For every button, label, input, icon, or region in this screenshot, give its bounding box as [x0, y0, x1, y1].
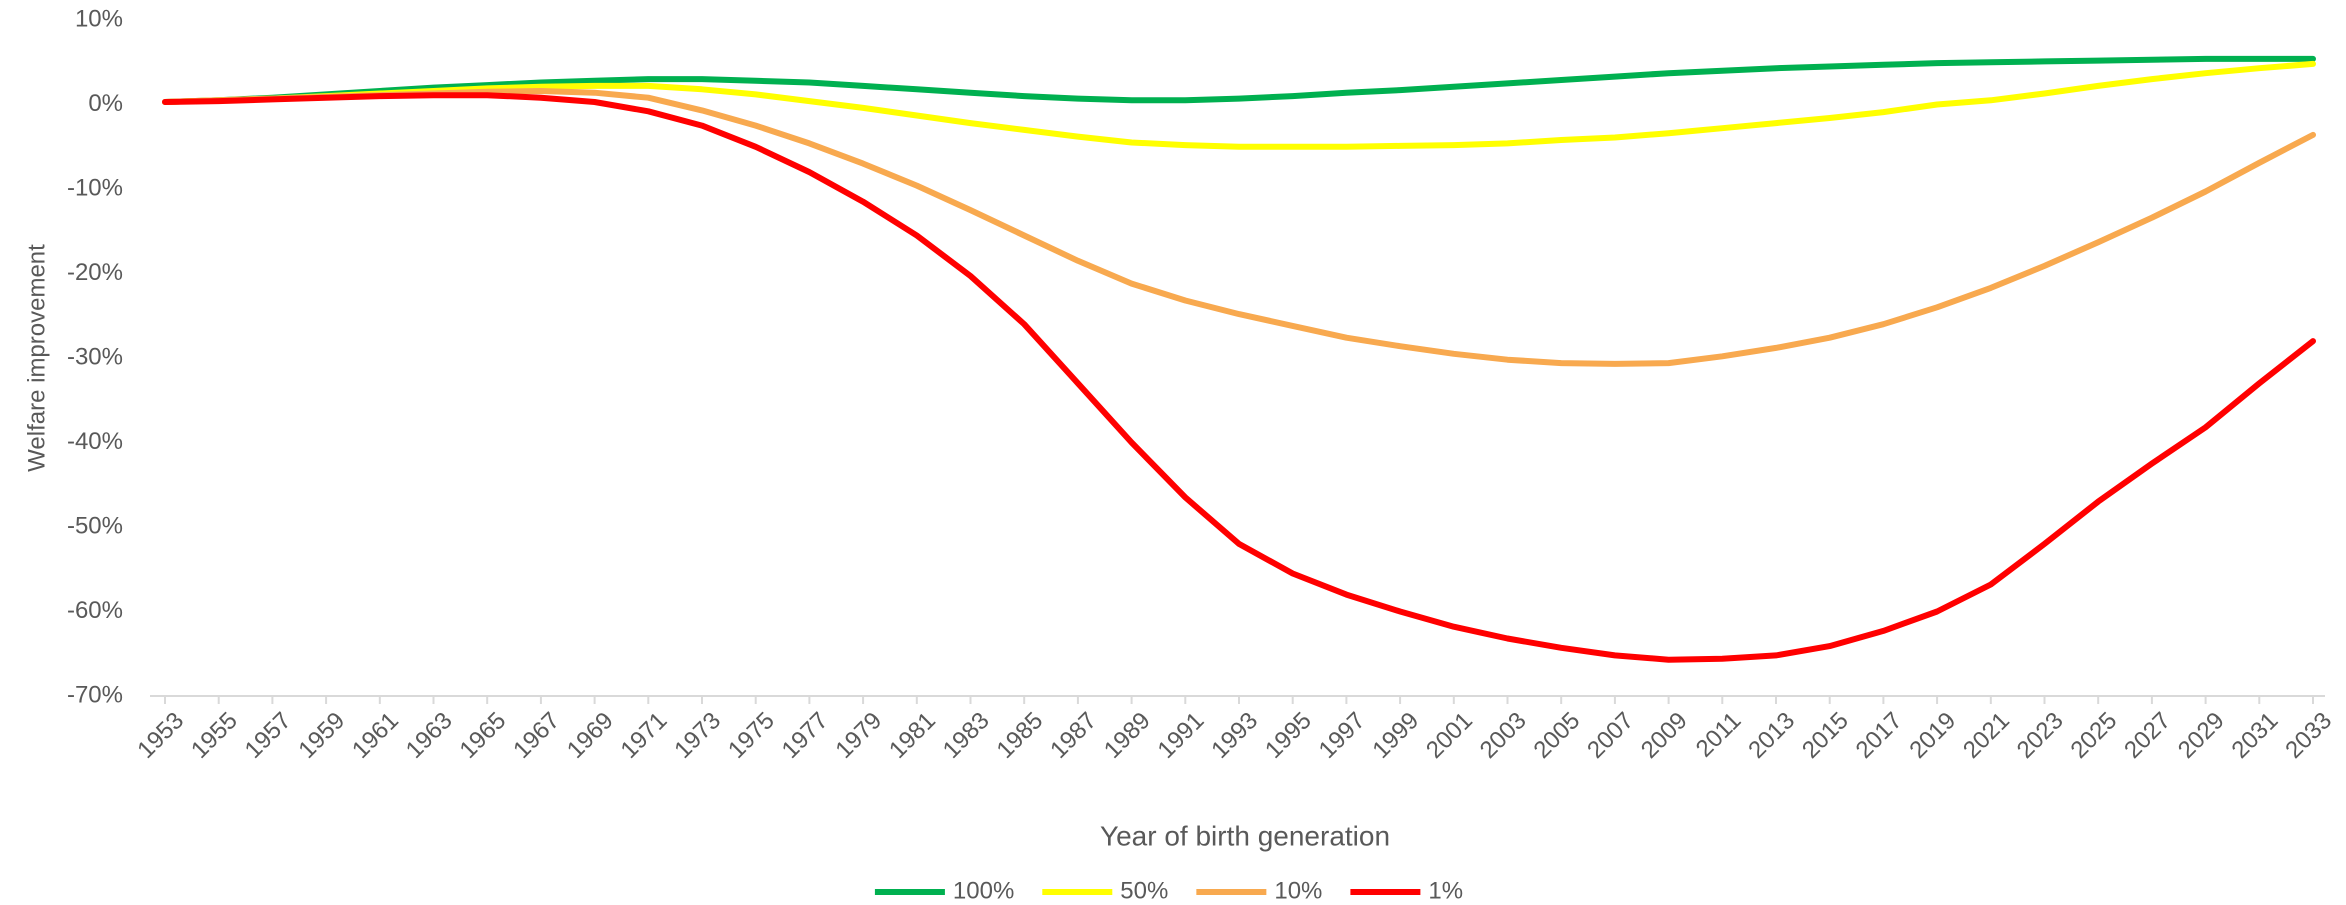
x-tick-label: 1975 [723, 707, 780, 764]
y-tick-label: -20% [67, 259, 123, 286]
y-tick-label: 0% [88, 90, 123, 117]
legend-item: 50% [1042, 877, 1168, 904]
x-tick-label: 2003 [1475, 707, 1532, 764]
y-tick-label: -50% [67, 512, 123, 539]
x-tick-label: 1959 [293, 707, 350, 764]
x-tick-label: 1955 [186, 707, 243, 764]
x-tick-label: 1993 [1206, 707, 1263, 764]
y-tick-label: -10% [67, 174, 123, 201]
x-tick-label: 1983 [938, 707, 995, 764]
x-tick-label: 1995 [1260, 707, 1317, 764]
legend-label: 50% [1120, 877, 1168, 904]
legend-item: 100% [874, 877, 1014, 904]
x-tick-label: 1971 [616, 707, 673, 764]
legend-label: 1% [1428, 877, 1463, 904]
x-tick-label: 1997 [1314, 707, 1371, 764]
x-tick-label: 1991 [1153, 707, 1210, 764]
y-tick-label: 10% [75, 5, 123, 32]
x-tick-label: 1973 [669, 707, 726, 764]
x-tick-label: 1987 [1045, 707, 1102, 764]
x-tick-label: 2005 [1528, 707, 1585, 764]
x-tick-label: 2015 [1797, 707, 1854, 764]
x-tick-label: 2007 [1582, 707, 1639, 764]
x-tick-label: 1979 [830, 707, 887, 764]
x-tick-label: 2017 [1851, 707, 1908, 764]
legend: 100% 50% 10% 1% [874, 877, 1463, 904]
y-tick-label: -60% [67, 597, 123, 624]
x-tick-label: 1999 [1367, 707, 1424, 764]
y-axis-title: Welfare improvement [23, 244, 50, 472]
x-tick-label: 2021 [1958, 707, 2015, 764]
x-tick-label: 2029 [2173, 707, 2230, 764]
x-tick-label: 1985 [991, 707, 1048, 764]
x-tick-label: 1969 [562, 707, 619, 764]
x-tick-label: 2009 [1636, 707, 1693, 764]
series-line [162, 60, 2316, 150]
x-tick-label: 2027 [2119, 707, 2176, 764]
y-tick-label: -40% [67, 428, 123, 455]
x-tick-label: 1989 [1099, 707, 1156, 764]
y-tick-label: -70% [67, 681, 123, 708]
x-tick-label: 2013 [1743, 707, 1800, 764]
x-tick-label: 2019 [1904, 707, 1961, 764]
x-axis-title: Year of birth generation [1100, 820, 1390, 851]
series-line [162, 55, 2316, 105]
y-tick-label: -30% [67, 343, 123, 370]
legend-item: 10% [1196, 877, 1322, 904]
legend-label: 10% [1274, 877, 1322, 904]
x-tick-label: 1961 [347, 707, 404, 764]
x-tick-label: 1977 [777, 707, 834, 764]
x-tick-label: 2011 [1691, 707, 1747, 763]
x-tick-label: 1963 [401, 707, 458, 764]
series-line [162, 88, 2316, 367]
series-line [162, 92, 2316, 663]
x-tick-label: 1981 [884, 707, 941, 764]
x-tick-label: 1953 [132, 707, 189, 764]
x-tick-label: 2001 [1421, 707, 1478, 764]
x-tick-label: 1967 [508, 707, 565, 764]
x-tick-label: 2031 [2227, 707, 2284, 764]
legend-item: 1% [1350, 877, 1463, 904]
x-tick-label: 1965 [454, 707, 511, 764]
legend-label: 100% [953, 877, 1014, 904]
x-tick-label: 2023 [2012, 707, 2069, 764]
x-tick-label: 1957 [240, 707, 297, 764]
x-tick-label: 2025 [2065, 707, 2122, 764]
x-tick-label: 2033 [2280, 707, 2337, 764]
